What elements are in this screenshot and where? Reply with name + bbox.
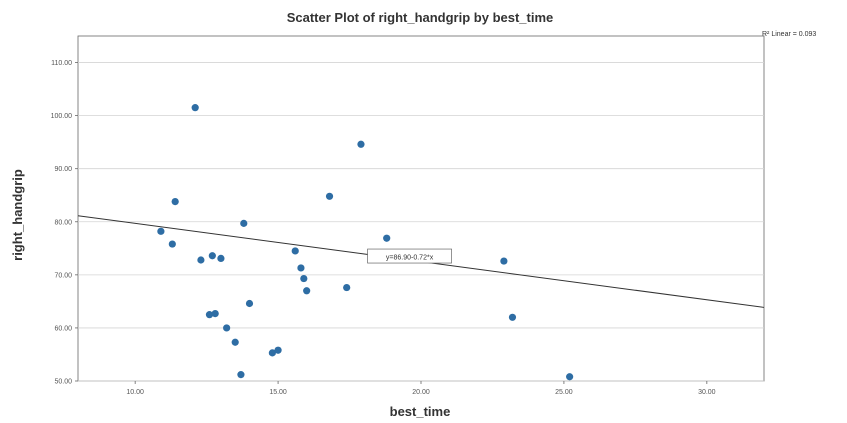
- x-tick-label: 15.00: [269, 389, 287, 396]
- data-point: [223, 324, 231, 332]
- x-tick-label: 10.00: [126, 389, 144, 396]
- x-tick-label: 30.00: [698, 389, 716, 396]
- data-point: [291, 247, 299, 255]
- data-point: [171, 198, 179, 206]
- x-tick-label: 20.00: [412, 389, 430, 396]
- data-points: [157, 104, 574, 381]
- data-point: [211, 309, 219, 318]
- data-point: [208, 252, 216, 260]
- data-point: [383, 234, 391, 242]
- fit-equation-box: y=86.90-0.72*x: [367, 248, 452, 264]
- data-point: [245, 299, 254, 308]
- data-point: [157, 227, 165, 235]
- y-tick-label: 100.00: [51, 113, 73, 120]
- fit-equation-label: y=86.90-0.72*x: [386, 255, 434, 262]
- y-axis-ticks: 50.00 60.00 70.00 80.00 90.00 100.00 110.00: [51, 60, 78, 386]
- y-tick-label: 110.00: [51, 60, 72, 67]
- data-point: [197, 256, 205, 264]
- data-point: [303, 287, 311, 295]
- y-tick-label: 90.00: [54, 166, 72, 173]
- r-squared-legend: R² Linear = 0.093: [762, 31, 816, 38]
- data-point: [297, 264, 305, 272]
- y-axis-title: right_handgrip: [10, 169, 25, 261]
- data-point: [566, 373, 574, 381]
- gridlines: [78, 62, 764, 382]
- data-point: [268, 349, 276, 357]
- data-point: [205, 311, 214, 319]
- data-point: [357, 140, 365, 148]
- x-axis-title: best_time: [390, 404, 451, 419]
- data-point: [500, 257, 508, 265]
- data-point: [300, 274, 308, 283]
- data-point: [237, 371, 245, 379]
- data-point: [231, 338, 239, 346]
- data-point: [240, 219, 248, 227]
- y-tick-label: 60.00: [54, 325, 72, 332]
- x-tick-label: 25.00: [555, 389, 573, 396]
- data-point: [217, 254, 225, 262]
- data-point: [325, 192, 334, 200]
- plot-area: [77, 35, 765, 382]
- y-tick-label: 80.00: [54, 219, 72, 226]
- data-point: [508, 313, 517, 321]
- y-tick-label: 70.00: [54, 272, 72, 279]
- y-tick-label: 50.00: [54, 379, 72, 386]
- data-point: [274, 346, 282, 354]
- data-point: [168, 240, 176, 248]
- chart-title: Scatter Plot of right_handgrip by best_t…: [287, 10, 554, 25]
- data-point: [191, 104, 199, 112]
- data-point: [343, 283, 351, 292]
- x-axis-ticks: 10.00 15.00 20.00 25.00 30.00: [126, 381, 716, 396]
